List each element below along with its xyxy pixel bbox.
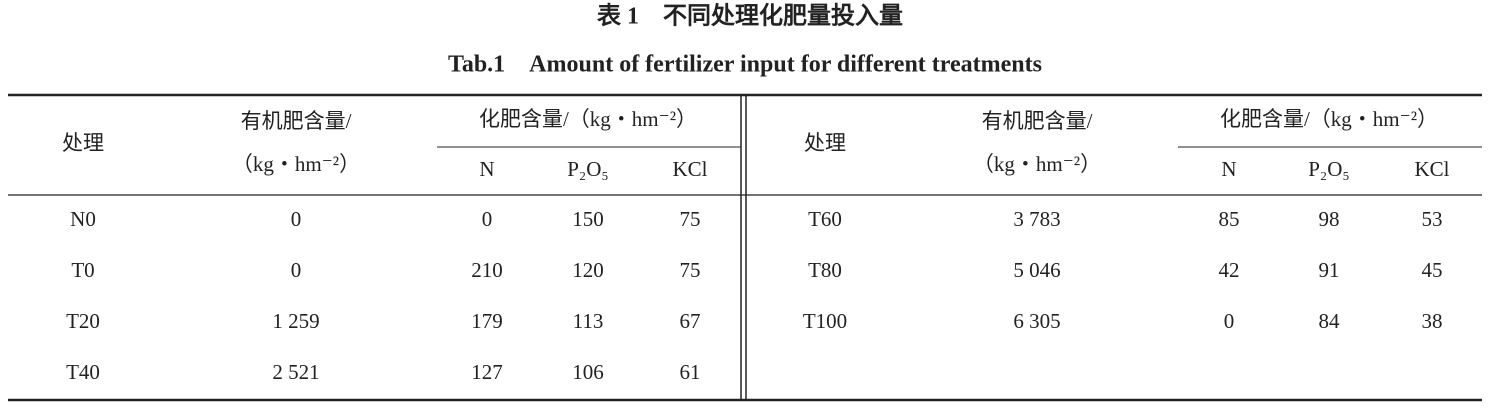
table-cell: 53 bbox=[1422, 207, 1443, 231]
column-header: KCl bbox=[1414, 157, 1449, 181]
table-cell: 127 bbox=[471, 360, 503, 384]
table-cell: T80 bbox=[808, 258, 842, 282]
table-cell: T20 bbox=[66, 309, 100, 333]
column-header: （kg・hm⁻²） bbox=[973, 152, 1101, 176]
table-cell: 106 bbox=[572, 360, 604, 384]
table-cell: 84 bbox=[1319, 309, 1341, 333]
table-cell: 150 bbox=[572, 207, 604, 231]
table-cell: 98 bbox=[1319, 207, 1340, 231]
column-header: P₂O₅ bbox=[567, 157, 609, 181]
table-cell: 91 bbox=[1319, 258, 1340, 282]
column-header: 有机肥含量/ bbox=[982, 109, 1093, 133]
title-cn: 表 1 不同处理化肥量投入量 bbox=[597, 2, 903, 30]
table-cell: 5 046 bbox=[1013, 258, 1060, 282]
table-cell: 179 bbox=[471, 309, 503, 333]
table-cell: 0 bbox=[291, 258, 302, 282]
table-cell: 75 bbox=[680, 258, 701, 282]
table-cell: T40 bbox=[66, 360, 100, 384]
column-header: （kg・hm⁻²） bbox=[232, 152, 360, 176]
table-cell: 85 bbox=[1219, 207, 1240, 231]
table-cell: 210 bbox=[471, 258, 503, 282]
table-cell: 38 bbox=[1422, 309, 1443, 333]
table-cell: 2 521 bbox=[272, 360, 319, 384]
table-cell: 113 bbox=[573, 309, 604, 333]
table-cell: N0 bbox=[70, 207, 96, 231]
column-header: N bbox=[1221, 157, 1236, 181]
table-cell: T60 bbox=[808, 207, 842, 231]
table-cell: 67 bbox=[680, 309, 701, 333]
table-cell: 45 bbox=[1422, 258, 1443, 282]
table-cell: T100 bbox=[803, 309, 847, 333]
table-cell: 0 bbox=[291, 207, 302, 231]
table-cell: 0 bbox=[1224, 309, 1235, 333]
table-cell: 1 259 bbox=[272, 309, 319, 333]
title-en: Tab.1 Amount of fertilizer input for dif… bbox=[448, 52, 1042, 78]
column-header: 化肥含量/（kg・hm⁻²） bbox=[479, 107, 697, 131]
table-cell: 120 bbox=[572, 258, 604, 282]
column-header: 处理 bbox=[62, 131, 104, 155]
column-header: 化肥含量/（kg・hm⁻²） bbox=[1220, 107, 1438, 131]
column-header: KCl bbox=[672, 157, 707, 181]
column-header: N bbox=[479, 157, 494, 181]
column-header: 处理 bbox=[804, 131, 846, 155]
table-cell: T0 bbox=[71, 258, 94, 282]
column-header: P₂O₅ bbox=[1308, 157, 1350, 181]
table-cell: 61 bbox=[680, 360, 701, 384]
column-header: 有机肥含量/ bbox=[241, 109, 352, 133]
table-cell: 75 bbox=[680, 207, 701, 231]
table-cell: 0 bbox=[482, 207, 493, 231]
table-cell: 42 bbox=[1219, 258, 1240, 282]
table-cell: 3 783 bbox=[1013, 207, 1060, 231]
table-cell: 6 305 bbox=[1013, 309, 1060, 333]
